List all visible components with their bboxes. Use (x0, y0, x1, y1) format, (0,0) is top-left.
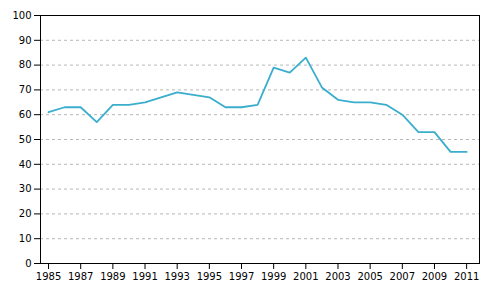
svg-text:2009: 2009 (422, 271, 447, 282)
svg-text:2001: 2001 (293, 271, 318, 282)
svg-text:90: 90 (19, 35, 32, 46)
svg-text:1999: 1999 (261, 271, 286, 282)
svg-text:40: 40 (19, 159, 32, 170)
svg-text:1989: 1989 (100, 271, 125, 282)
svg-text:1993: 1993 (164, 271, 189, 282)
svg-text:2007: 2007 (390, 271, 415, 282)
svg-text:100: 100 (12, 10, 31, 21)
svg-text:1997: 1997 (229, 271, 254, 282)
svg-text:2003: 2003 (325, 271, 350, 282)
svg-text:10: 10 (19, 233, 32, 244)
svg-text:1985: 1985 (36, 271, 61, 282)
svg-text:2011: 2011 (454, 271, 479, 282)
svg-text:1987: 1987 (68, 271, 93, 282)
svg-text:0: 0 (25, 258, 31, 269)
svg-text:80: 80 (19, 59, 32, 70)
svg-text:1995: 1995 (197, 271, 222, 282)
svg-text:2005: 2005 (357, 271, 382, 282)
svg-text:50: 50 (19, 134, 32, 145)
svg-text:60: 60 (19, 109, 32, 120)
svg-text:30: 30 (19, 183, 32, 194)
svg-text:70: 70 (19, 84, 32, 95)
svg-text:1991: 1991 (132, 271, 157, 282)
svg-text:20: 20 (19, 208, 32, 219)
